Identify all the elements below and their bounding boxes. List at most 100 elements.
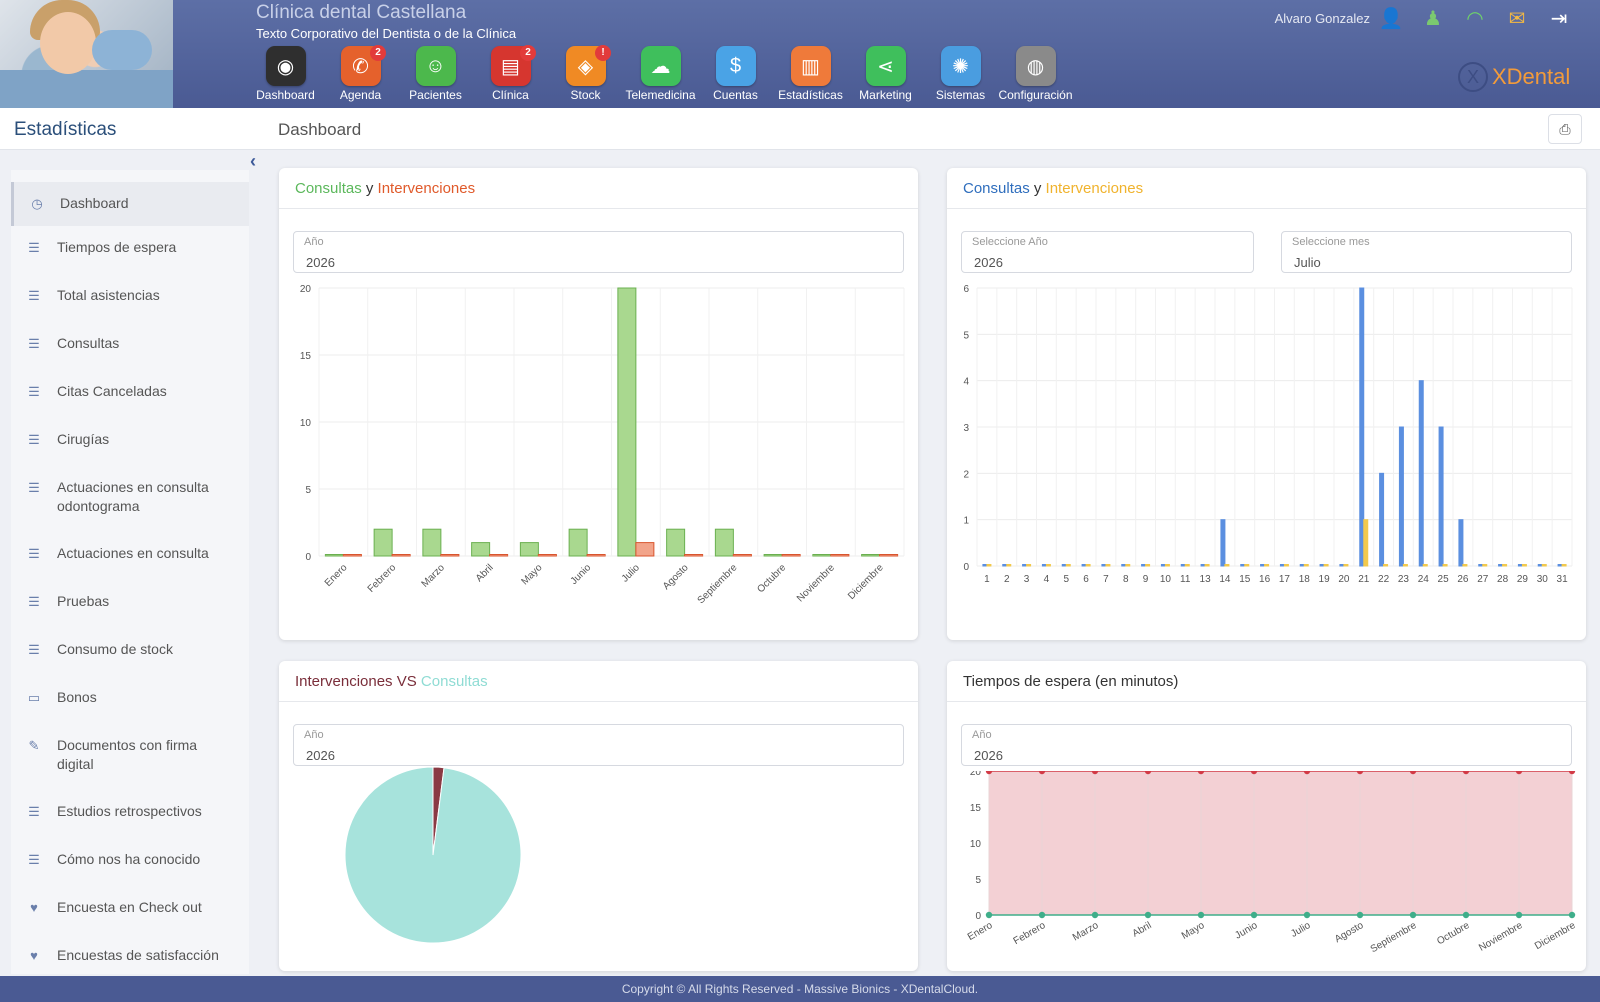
field-label: Año xyxy=(972,729,992,741)
gear-wheel-icon: ✺ xyxy=(940,46,981,86)
year-select[interactable]: Seleccione Año 2026 xyxy=(961,231,1254,273)
sidebar-item-15[interactable]: ♥ Encuesta en Check out xyxy=(11,890,249,930)
bar xyxy=(812,554,832,557)
footer: Copyright © All Rights Reserved - Massiv… xyxy=(0,976,1600,1002)
sidebar-item-5[interactable]: ☰ Citas Canceladas xyxy=(11,374,249,414)
nav-item-configuración[interactable]: ◍ Configuración xyxy=(998,46,1073,102)
sidebar-item-10[interactable]: ☰ Consumo de stock xyxy=(11,632,249,672)
bar xyxy=(1498,564,1504,567)
x-tick-label: 22 xyxy=(1378,574,1390,585)
bar xyxy=(440,554,460,557)
data-point xyxy=(1197,771,1205,775)
wifi-icon[interactable]: ◠ xyxy=(1466,7,1484,30)
area-chart-wait-times: 0 5 10 15 20 Enero Febrero Marzo Abril Mayo Junio J… xyxy=(966,771,1578,955)
heart-icon: ♥ xyxy=(30,948,38,963)
user-profile-icon[interactable]: 👤 xyxy=(1378,7,1404,30)
y-tick-label: 15 xyxy=(300,351,312,362)
nav-item-cuentas[interactable]: $ Cuentas xyxy=(698,46,773,102)
bar xyxy=(586,554,606,557)
sidebar-item-16[interactable]: ♥ Encuestas de satisfacción xyxy=(11,938,249,978)
field-label: Seleccione mes xyxy=(1292,236,1370,248)
nav-item-marketing[interactable]: ⋖ Marketing xyxy=(848,46,923,102)
x-tick-label: 25 xyxy=(1438,574,1450,585)
sidebar-item-2[interactable]: ☰ Tiempos de espera xyxy=(11,230,249,270)
data-point xyxy=(1515,911,1523,919)
print-button[interactable]: ⎙ xyxy=(1548,114,1582,144)
bar xyxy=(422,528,442,557)
bar xyxy=(1283,564,1289,567)
sidebar-item-14[interactable]: ☰ Cómo nos ha conocido xyxy=(11,842,249,882)
sidebar-item-3[interactable]: ☰ Total asistencias xyxy=(11,278,249,318)
nav-item-estadísticas[interactable]: ▥ Estadísticas xyxy=(773,46,848,102)
collapse-sidebar-icon[interactable]: ‹ xyxy=(250,151,256,171)
sidebar-item-7[interactable]: ☰ Actuaciones en consulta odontograma xyxy=(11,470,249,514)
doctor-icon[interactable]: ♟ xyxy=(1424,7,1442,30)
x-tick-label: 15 xyxy=(1239,574,1251,585)
nav-item-clínica[interactable]: ▤ Clínica 2 xyxy=(473,45,548,102)
xdental-logo-text: XDental xyxy=(1492,64,1571,89)
y-tick-label: 6 xyxy=(963,284,969,295)
x-tick-label: 17 xyxy=(1279,574,1291,585)
sidebar-item-label: Cirugías xyxy=(57,431,110,447)
pie-slice xyxy=(344,767,522,944)
data-point xyxy=(985,771,993,775)
x-tick-label: 10 xyxy=(1160,574,1172,585)
bar xyxy=(1319,564,1325,567)
bar xyxy=(1359,287,1365,567)
nav-item-dashboard[interactable]: ◉ Dashboard xyxy=(248,46,323,102)
card-title: Consultas y Intervenciones xyxy=(295,180,475,197)
nav-item-telemedicina[interactable]: ☁ Telemedicina xyxy=(623,46,698,102)
sidebar-item-label: Dashboard xyxy=(60,195,129,211)
x-tick-label: 11 xyxy=(1180,574,1191,585)
pie-chart xyxy=(344,767,522,944)
sidebar-item-8[interactable]: ☰ Actuaciones en consulta xyxy=(11,536,249,576)
card-title: Consultas y Intervenciones xyxy=(963,180,1143,197)
sidebar-item-4[interactable]: ☰ Consultas xyxy=(11,326,249,366)
data-point xyxy=(1250,771,1258,775)
nav-item-stock[interactable]: ◈ Stock! xyxy=(548,45,623,102)
nav-item-sistemas[interactable]: ✺ Sistemas xyxy=(923,46,998,102)
nav-item-pacientes[interactable]: ☺ Pacientes xyxy=(398,46,473,102)
sub-header: Estadísticas Dashboard ⎙ xyxy=(0,108,1600,150)
field-value: 2026 xyxy=(974,255,1003,270)
sidebar-item-11[interactable]: ▭ Bonos xyxy=(11,680,249,720)
field-value: 2026 xyxy=(306,255,335,270)
data-point xyxy=(1356,771,1364,775)
year-select[interactable]: Año 2026 xyxy=(293,724,904,766)
nav-item-agenda[interactable]: ✆ Agenda 2 xyxy=(323,45,398,102)
x-tick-label: 27 xyxy=(1477,574,1489,585)
x-tick-label: Enero xyxy=(323,562,350,589)
sidebar-item-13[interactable]: ☰ Estudios retrospectivos xyxy=(11,794,249,834)
year-select[interactable]: Año 2026 xyxy=(293,231,904,273)
bar xyxy=(1363,519,1369,567)
user-settings-icon: ◍ xyxy=(1015,46,1056,86)
x-tick-label: Junio xyxy=(569,562,594,587)
bar xyxy=(489,554,509,557)
bar xyxy=(1343,564,1349,567)
chat-icon[interactable]: ✉ xyxy=(1508,7,1526,30)
data-point xyxy=(1144,771,1152,775)
card-title-a: Intervenciones VS xyxy=(295,673,417,690)
sidebar-item-1[interactable]: ◷ Dashboard xyxy=(11,182,249,226)
notification-badge: 2 xyxy=(370,45,386,61)
logout-icon[interactable]: ⇥ xyxy=(1550,7,1568,30)
sidebar-item-label: Tiempos de espera xyxy=(57,239,177,255)
x-tick-label: 29 xyxy=(1517,574,1529,585)
list-icon: ☰ xyxy=(28,804,40,819)
sidebar-item-6[interactable]: ☰ Cirugías xyxy=(11,422,249,462)
month-select[interactable]: Seleccione mes Julio xyxy=(1281,231,1572,273)
x-tick-label: 30 xyxy=(1537,574,1549,585)
year-select[interactable]: Año 2026 xyxy=(961,724,1572,766)
data-point xyxy=(1250,911,1258,919)
bar xyxy=(1260,564,1266,567)
card-title: Tiempos de espera (en minutos) xyxy=(963,673,1179,690)
sidebar-item-12[interactable]: ✎ Documentos con firma digital xyxy=(11,728,249,772)
nav-label: Stock xyxy=(570,88,601,102)
user-name[interactable]: Alvaro Gonzalez xyxy=(1274,11,1370,26)
x-tick-label: Abril xyxy=(474,562,496,584)
printer-icon: ⎙ xyxy=(1559,120,1571,137)
bar xyxy=(1541,564,1547,567)
bar xyxy=(1279,564,1285,567)
bar xyxy=(1383,564,1389,567)
sidebar-item-9[interactable]: ☰ Pruebas xyxy=(11,584,249,624)
